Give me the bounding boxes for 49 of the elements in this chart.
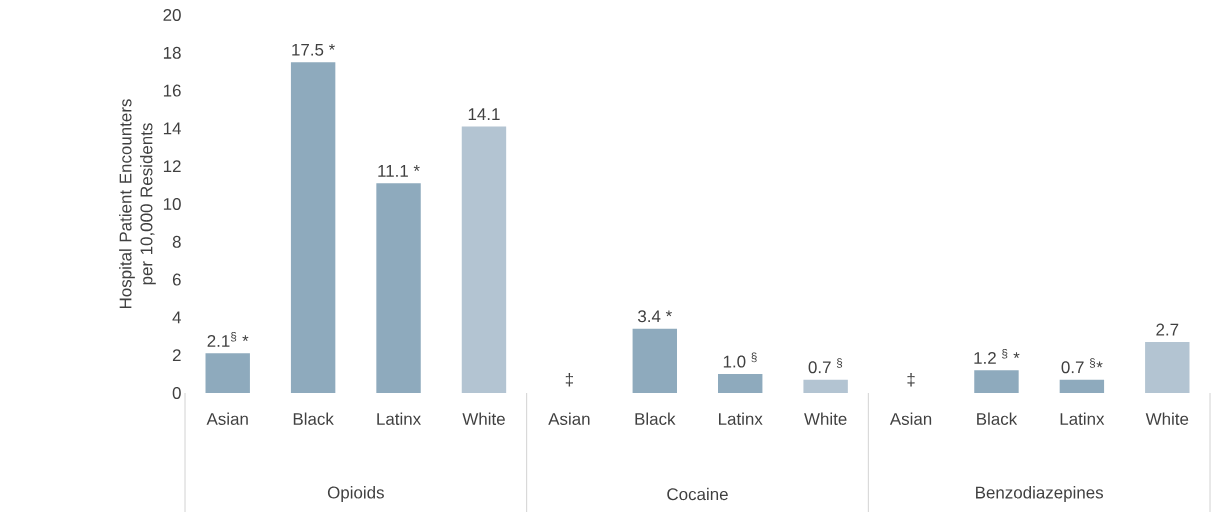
data-label: 1.2 $^{§}$ * [974, 348, 1020, 364]
x-tick-label: White [804, 412, 847, 425]
x-tick-label: White [462, 412, 505, 425]
data-label: 17.5 * [292, 43, 335, 56]
data-label: 1.0 $^{§}$ [723, 352, 757, 368]
data-label: 0.7 $^{§}$ [808, 358, 843, 374]
x-tick-label: White [1145, 412, 1189, 425]
y-tick-label: 20 [163, 9, 181, 21]
y-tick-label: 6 [172, 273, 181, 286]
y-tick-label: 4 [172, 311, 181, 324]
x-tick-label: Black [635, 412, 676, 425]
data-label: 11.1 * [378, 165, 420, 177]
text: Opioids [327, 486, 384, 502]
x-tick-label: Asian [548, 412, 590, 425]
y-tick-label: 8 [172, 235, 181, 248]
y-tick-label: 10 [163, 198, 181, 210]
x-tick-label: Latinx [719, 412, 763, 425]
bar [632, 328, 677, 393]
x-tick-label: Latinx [377, 412, 421, 425]
x-tick-label: Asian [206, 412, 248, 425]
bar [461, 126, 507, 393]
text: Cocaine [667, 487, 728, 501]
y-tick-label: 2 [172, 349, 181, 362]
x-tick-label: Latinx [1060, 412, 1105, 425]
bar [376, 183, 421, 393]
y-tick-label: 16 [163, 84, 181, 97]
bar [290, 62, 336, 393]
x-tick-label: Black [293, 412, 334, 425]
bar [718, 374, 763, 393]
y-tick-label: 0 [172, 387, 181, 399]
bar [1145, 341, 1190, 393]
data-label: 0.7 $^{§}$* [1061, 358, 1103, 374]
data-label: 3.4 * [638, 310, 672, 323]
y-axis-title: Hospital Patient Encounters per 10,000 Residents [119, 99, 156, 309]
x-tick-label: Asian [889, 412, 932, 425]
bar [803, 379, 848, 393]
data-label: 2.1$^{§}$ * [207, 331, 249, 347]
text: ‡ [565, 373, 573, 387]
text: Benzodiazepines [976, 486, 1104, 502]
bar [974, 370, 1019, 393]
x-tick-label: Black [977, 412, 1018, 425]
data-label: 2.7 [1156, 323, 1179, 336]
y-tick-label: 14 [163, 122, 181, 135]
y-tick-label: 12 [163, 160, 181, 173]
text: ‡ [907, 373, 915, 387]
data-label: 14.1 [468, 108, 500, 120]
bar [1059, 379, 1105, 393]
y-tick-label: 18 [163, 46, 181, 59]
bar [205, 353, 250, 393]
